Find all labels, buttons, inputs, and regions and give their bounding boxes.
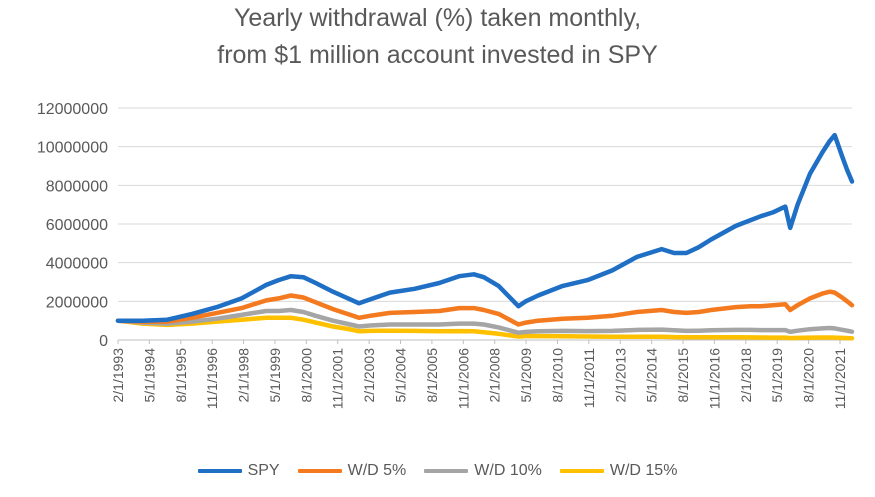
legend-swatch-wd15 [559,469,604,473]
x-tick-label: 5/1/2019 [769,348,785,403]
legend-label-spy: SPY [247,462,280,479]
x-tick-label: 8/1/2020 [801,348,817,403]
legend-item-spy: SPY [197,462,280,480]
x-tick-label: 2/1/1993 [110,348,126,403]
series-line-spy [115,132,855,323]
x-tick-label: 2/1/2018 [738,348,754,403]
legend-item-wd15: W/D 15% [559,462,678,480]
x-tick-label: 5/1/2014 [644,348,660,403]
series-line-w-d-15 [115,315,855,341]
series-line-w-d-10 [115,307,855,335]
legend-label-wd15: W/D 15% [609,462,678,479]
x-tick-label: 5/1/1994 [141,348,157,403]
y-tick-label: 10000000 [37,140,108,157]
legend-swatch-wd10 [424,469,469,473]
chart-title: Yearly withdrawal (%) taken monthly, [233,4,642,32]
x-tick-label: 11/1/2001 [330,348,346,409]
x-tick-label: 11/1/1996 [204,348,220,409]
x-tick-label: 11/1/2006 [455,348,471,409]
y-tick-label: 6000000 [46,217,108,234]
legend-label-wd10: W/D 10% [474,462,542,479]
series-line-w-d-5 [115,289,855,327]
x-tick-label: 8/1/2005 [424,348,440,403]
legend-label-wd5: W/D 5% [347,462,407,479]
legend-swatch-wd5 [297,469,342,473]
x-tick-label: 5/1/2009 [518,348,534,403]
x-tick-label: 2/1/2008 [487,348,503,403]
x-tick-label: 5/1/2004 [393,348,409,403]
chart-legend: SPY W/D 5% W/D 10% W/D 15% [0,462,875,480]
y-tick-label: 0 [99,333,108,350]
legend-swatch-spy [197,469,242,473]
x-tick-label: 2/1/2003 [361,348,377,403]
chart-subtitle: from $1 million account invested in SPY [217,41,658,69]
legend-item-wd10: W/D 10% [424,462,542,480]
x-tick-label: 11/1/2016 [706,348,722,409]
y-tick-label: 2000000 [46,294,108,311]
x-tick-label: 5/1/1999 [267,348,283,403]
x-tick-label: 2/1/2013 [612,348,628,403]
x-tick-label: 11/1/2021 [832,348,848,409]
x-tick-label: 8/1/2015 [675,348,691,403]
y-tick-label: 12000000 [37,101,108,118]
x-tick-label: 11/1/2011 [581,348,597,408]
y-tick-label: 8000000 [46,178,108,195]
x-tick-label: 8/1/2010 [549,348,565,403]
y-tick-label: 4000000 [46,256,108,273]
x-tick-label: 2/1/1998 [236,348,252,403]
legend-item-wd5: W/D 5% [297,462,407,480]
x-tick-label: 8/1/1995 [173,348,189,403]
x-tick-label: 8/1/2000 [298,348,314,403]
